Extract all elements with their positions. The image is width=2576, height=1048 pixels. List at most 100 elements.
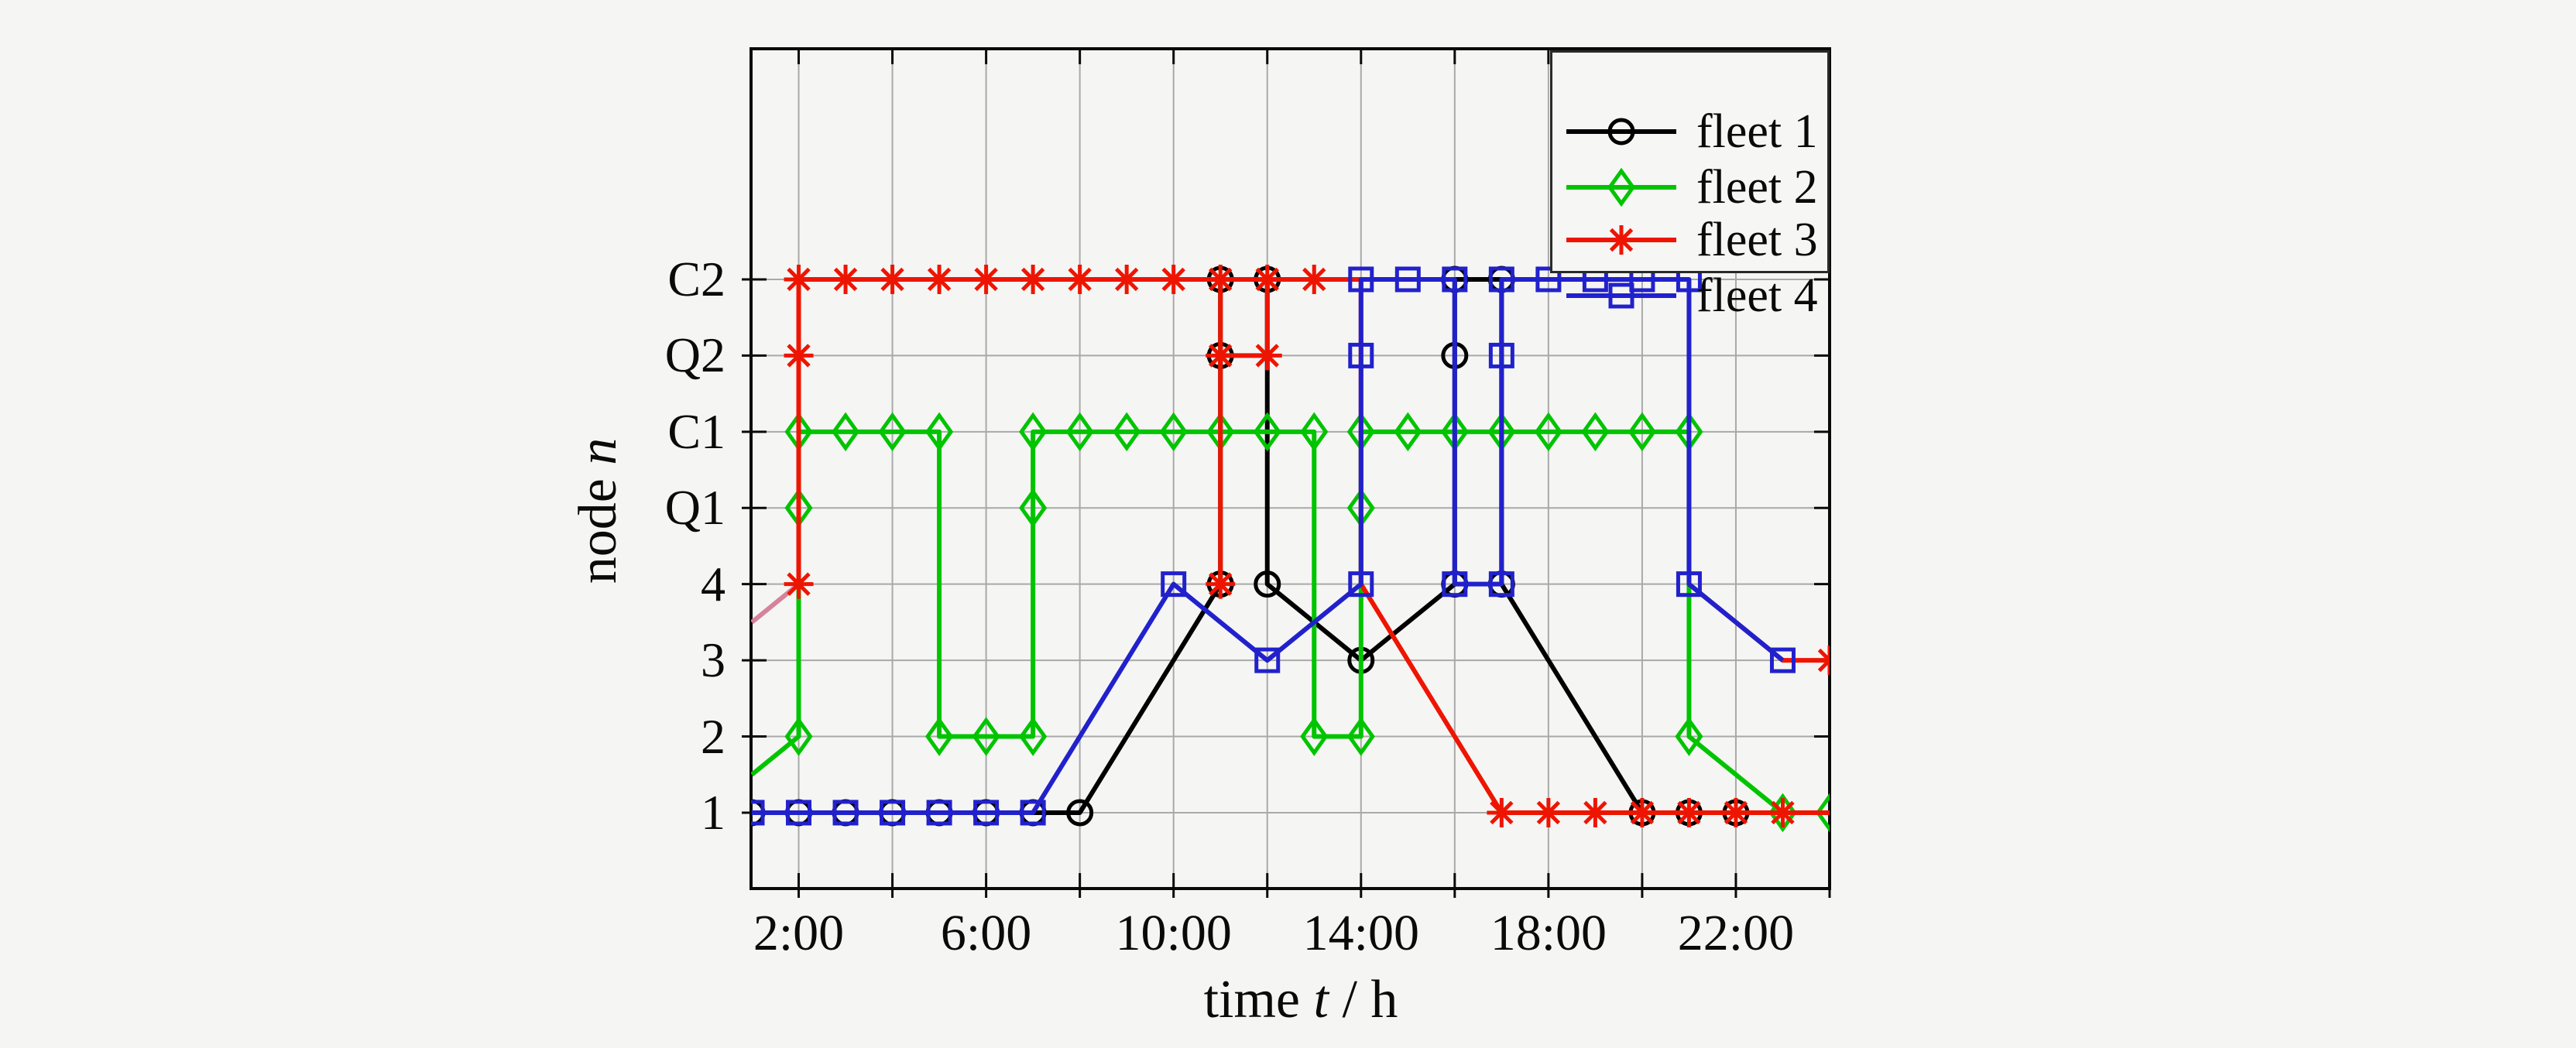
- data-point-asterisk: [1206, 569, 1236, 599]
- data-point-asterisk: [1627, 797, 1657, 827]
- y-axis-label: node n: [568, 438, 629, 584]
- data-point-asterisk: [1018, 264, 1048, 294]
- data-point-asterisk: [924, 264, 955, 294]
- x-tick-label: 10:00: [1115, 905, 1232, 961]
- data-point-diamond: [1019, 488, 1048, 528]
- data-point-asterisk: [1158, 264, 1189, 294]
- data-point-diamond: [831, 412, 860, 452]
- series-line: [751, 429, 1830, 815]
- data-point-diamond: [1394, 412, 1422, 452]
- y-axis-label-pre: node: [568, 464, 628, 584]
- data-point-diamond: [1534, 412, 1562, 452]
- series-fleet1: [751, 265, 1750, 827]
- x-tick-label: 14:00: [1302, 905, 1419, 961]
- x-axis-label-var: t: [1313, 970, 1329, 1029]
- data-point-diamond: [1300, 412, 1329, 452]
- data-point-diamond: [925, 412, 954, 452]
- x-axis-label: time t / h: [1204, 969, 1398, 1031]
- data-point-diamond: [1065, 412, 1094, 452]
- legend: fleet 1 fleet 2 fleet 3 fleet 4: [1550, 50, 1830, 322]
- x-tick-label: 18:00: [1490, 905, 1607, 961]
- series-line: [752, 276, 1736, 815]
- data-point-square: [973, 800, 1000, 826]
- data-point-diamond: [1113, 412, 1141, 452]
- data-point-asterisk: [784, 264, 814, 294]
- y-tick-label: 1: [701, 784, 725, 840]
- data-point-square: [1608, 283, 1634, 309]
- data-point-asterisk: [1580, 797, 1610, 827]
- data-point-diamond: [925, 717, 954, 756]
- data-point-square: [1488, 342, 1514, 368]
- data-point-asterisk: [1252, 341, 1282, 371]
- y-tick-label: 4: [701, 556, 725, 611]
- series-fleet2: [751, 412, 1830, 833]
- data-point-square: [1488, 571, 1514, 598]
- data-point-asterisk: [1112, 264, 1142, 294]
- data-point-square: [832, 800, 859, 826]
- data-point-asterisk: [1768, 797, 1798, 827]
- series-fleet4: [751, 266, 1796, 826]
- data-point-diamond: [1675, 717, 1703, 756]
- y-tick-label: C2: [667, 251, 725, 307]
- legend-entry-fleet4: fleet 4: [1563, 269, 1818, 322]
- data-point-square: [1488, 266, 1514, 293]
- data-point-asterisk: [784, 341, 814, 371]
- data-point-circle: [1066, 799, 1094, 827]
- fleet2-line-sample-icon: [1566, 167, 1676, 207]
- data-point-diamond: [1300, 717, 1329, 756]
- legend-entry-fleet1: fleet 1: [1563, 104, 1818, 158]
- data-point-asterisk: [971, 264, 1001, 294]
- data-point-asterisk: [784, 569, 814, 599]
- data-point-asterisk: [1815, 646, 1830, 676]
- data-point-diamond: [1019, 717, 1048, 756]
- data-point-asterisk: [1206, 264, 1236, 294]
- legend-label: fleet 4: [1696, 269, 1818, 322]
- data-point-asterisk: [1487, 797, 1517, 827]
- data-point-square: [1769, 647, 1796, 673]
- series-fleet3: [751, 264, 1830, 827]
- data-point-diamond: [1581, 412, 1610, 452]
- data-point-square: [751, 800, 765, 826]
- x-tick-label: 22:00: [1677, 905, 1795, 961]
- data-point-diamond: [1607, 167, 1636, 207]
- fleet3-line-sample-icon: [1566, 225, 1676, 255]
- legend-label: fleet 1: [1696, 104, 1818, 158]
- series-line: [752, 276, 1785, 815]
- data-point-square: [1348, 266, 1374, 293]
- y-tick-label: 3: [701, 632, 725, 688]
- data-point-square: [1254, 647, 1281, 673]
- data-point-square: [1348, 342, 1374, 368]
- data-point-asterisk: [1674, 797, 1704, 827]
- y-axis-label-var: n: [568, 437, 628, 465]
- data-point-asterisk: [1206, 341, 1236, 371]
- data-point-square: [880, 800, 906, 826]
- x-tick-label: 2:00: [753, 905, 845, 961]
- data-point-diamond: [972, 717, 1000, 756]
- data-point-asterisk: [1252, 264, 1282, 294]
- legend-entry-fleet3: fleet 3: [1563, 213, 1818, 266]
- legend-label: fleet 3: [1696, 213, 1818, 266]
- data-point-diamond: [1815, 793, 1830, 833]
- y-tick-label: Q1: [664, 480, 725, 536]
- y-tick-label: Q2: [664, 327, 725, 383]
- data-point-square: [1442, 571, 1468, 598]
- data-point-asterisk: [1607, 225, 1636, 255]
- data-point-circle: [1254, 570, 1281, 598]
- data-point-circle: [1607, 118, 1635, 146]
- data-point-asterisk: [1720, 797, 1751, 827]
- data-point-square: [1442, 266, 1468, 293]
- x-tick-label: 6:00: [940, 905, 1032, 961]
- data-point-asterisk: [831, 264, 861, 294]
- axes-box: [749, 47, 1831, 890]
- x-axis-label-post: / h: [1328, 970, 1398, 1029]
- data-point-square: [1394, 266, 1421, 293]
- y-tick-label: C1: [667, 403, 725, 459]
- data-point-diamond: [878, 412, 907, 452]
- data-point-asterisk: [877, 264, 907, 294]
- data-point-square: [926, 800, 952, 826]
- data-point-diamond: [1253, 412, 1281, 452]
- fleet4-line-sample-icon: [1566, 283, 1676, 309]
- data-point-square: [1161, 571, 1187, 598]
